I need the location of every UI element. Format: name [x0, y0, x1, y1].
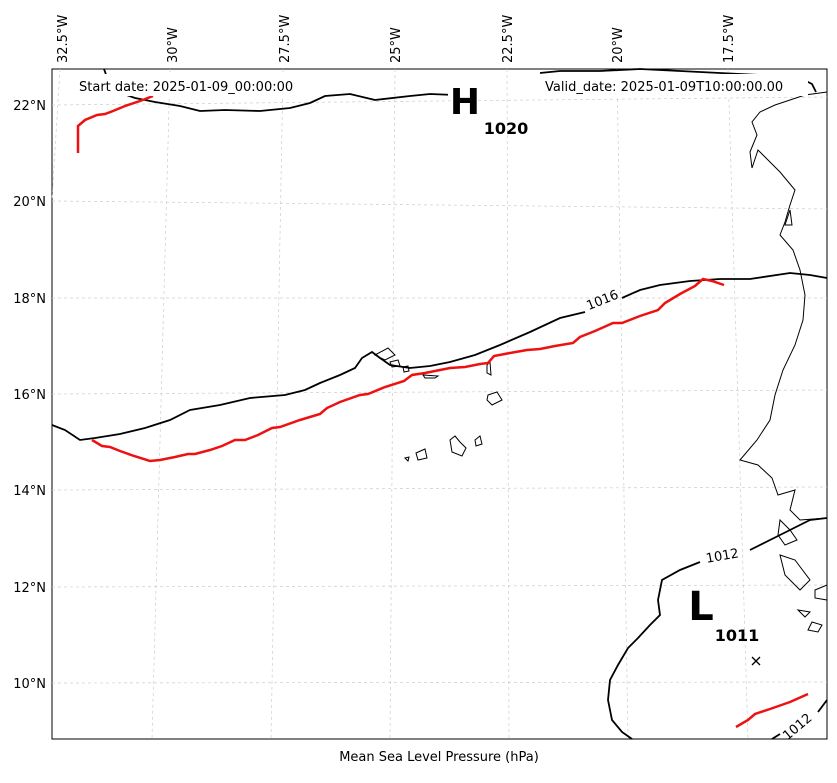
lat-label: 12°N: [13, 581, 46, 596]
track-south: [735, 692, 809, 729]
high-pressure-letter: H: [450, 82, 480, 123]
lon-label: 25°W: [389, 27, 404, 63]
lon-label: 27.5°W: [278, 15, 293, 63]
storm-tracks: [76, 94, 809, 729]
low-center-marker: [751, 656, 761, 666]
lat-label: 10°N: [13, 677, 46, 692]
track-central: [91, 277, 725, 463]
low-pressure-value: 1011: [715, 626, 760, 645]
isobar-1012-a: [607, 517, 828, 740]
longitude-labels: 32.5°W 30°W 27.5°W 25°W 22.5°W 20°W 17.5…: [56, 15, 737, 63]
lat-label: 18°N: [13, 292, 46, 307]
high-letter-mask: [448, 83, 484, 96]
valid-date: Valid_date: 2025-01-09T10:00:00.00: [545, 80, 783, 95]
latitude-labels: 22°N 20°N 18°N 16°N 14°N 12°N 10°N: [13, 99, 46, 692]
low-pressure-letter: L: [688, 584, 714, 630]
graticule: [51, 68, 828, 740]
lon-label: 32.5°W: [56, 15, 71, 63]
lat-label: 16°N: [13, 388, 46, 403]
map-frame: [51, 68, 828, 740]
isobar-1016: [51, 272, 828, 441]
track-north: [76, 94, 154, 153]
map-caption: Mean Sea Level Pressure (hPa): [339, 750, 539, 765]
start-date-bg: [74, 74, 314, 96]
lat-label: 22°N: [13, 99, 46, 114]
high-pressure-value: 1020: [484, 119, 529, 138]
start-date: Start date: 2025-01-09_00:00:00: [79, 80, 293, 95]
lon-label: 30°W: [166, 27, 181, 63]
valid-date-bg: [540, 74, 808, 96]
lat-label: 14°N: [13, 484, 46, 499]
lat-label: 20°N: [13, 195, 46, 210]
lon-label: 20°W: [611, 27, 626, 63]
lon-label: 17.5°W: [722, 15, 737, 63]
isobar-label-1012-a: 1012: [705, 546, 740, 567]
isobar-1012-b: [771, 699, 828, 740]
lon-label: 22.5°W: [501, 15, 516, 63]
